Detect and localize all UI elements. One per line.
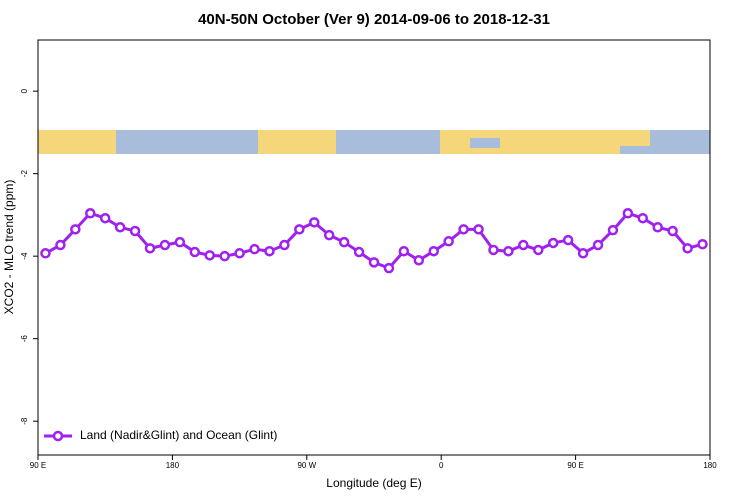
point (219, 250, 230, 262)
x-axis-label: Longitude (deg E) (326, 476, 421, 490)
x-tick-label: 90 E (567, 461, 583, 470)
point (323, 229, 335, 241)
point (637, 212, 649, 224)
point (488, 244, 499, 256)
y-tick-label: -2 (20, 170, 29, 178)
point (249, 243, 260, 255)
point (518, 239, 529, 251)
point (294, 224, 305, 235)
point (204, 250, 215, 261)
point (309, 217, 320, 228)
y-tick-label: -4 (20, 252, 29, 260)
y-tick-label: -8 (20, 417, 29, 425)
point (533, 244, 544, 256)
point (413, 255, 425, 266)
point (473, 224, 484, 235)
point (398, 245, 410, 257)
point (368, 257, 380, 268)
point (353, 246, 365, 258)
point (99, 212, 111, 224)
y-tick-label: 0 (20, 88, 29, 93)
point (114, 222, 126, 233)
y-tick-label: -6 (20, 335, 29, 343)
point (547, 237, 559, 249)
x-tick-label: 90 E (30, 461, 46, 470)
plot-frame (37, 39, 711, 456)
point (562, 234, 574, 246)
point (40, 248, 51, 259)
point (443, 236, 454, 247)
point (264, 245, 275, 257)
point (70, 224, 81, 235)
point (667, 225, 678, 237)
legend-marker (52, 430, 64, 442)
chart-title: 40N-50N October (Ver 9) 2014-09-06 to 20… (198, 11, 550, 28)
point (592, 239, 604, 251)
point (682, 243, 693, 254)
point (622, 208, 634, 219)
point (144, 243, 156, 254)
point (129, 225, 141, 237)
point (697, 238, 708, 250)
point (383, 262, 395, 274)
x-tick-label: 0 (439, 461, 444, 470)
point (85, 208, 96, 219)
point (577, 248, 589, 259)
x-tick-label: 180 (166, 461, 180, 470)
y-axis-label: XCO2 - MLO trend (ppm) (2, 180, 16, 315)
point (503, 245, 514, 257)
legend-label: Land (Nadir&Glint) and Ocean (Glint) (80, 428, 277, 442)
point (234, 248, 245, 259)
point (458, 224, 469, 235)
x-tick-label: 180 (703, 461, 717, 470)
point (174, 236, 186, 248)
x-tick-label: 90 W (297, 461, 316, 470)
point (652, 222, 663, 233)
point (159, 239, 171, 251)
point (428, 245, 439, 257)
point (279, 239, 290, 251)
point (55, 239, 66, 251)
map-strip (38, 130, 710, 154)
point (607, 224, 619, 236)
point (189, 246, 201, 258)
point (338, 236, 350, 248)
